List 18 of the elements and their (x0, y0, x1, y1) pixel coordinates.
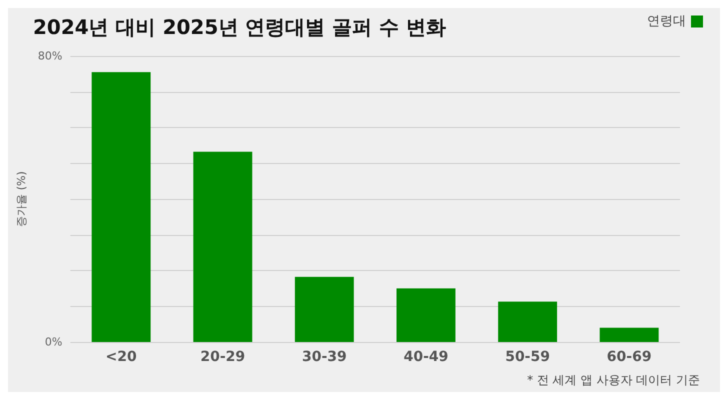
bar (498, 302, 558, 342)
x-tick-label: 30-39 (302, 349, 347, 365)
bar (396, 288, 456, 342)
x-tick-label: 50-59 (505, 349, 550, 365)
bar (294, 276, 354, 342)
text: * 전 세계 앱 사용자 데이터 기준 (527, 373, 700, 387)
x-tick-label: 60-69 (606, 349, 652, 365)
x-tick-label: <20 (106, 349, 138, 365)
chart-title: 2024년 대비 2025년 연령대별 골퍼 수 변화 (33, 15, 446, 39)
bar (92, 72, 151, 342)
legend-label: 연령대 (647, 14, 686, 29)
x-tick-label: 20-29 (200, 349, 246, 365)
bar (193, 152, 252, 342)
y-tick-label: 0% (44, 336, 62, 348)
y-axis-title: 증가율 (%) (15, 171, 28, 227)
bar (600, 328, 659, 342)
y-tick-label: 80% (38, 50, 62, 62)
x-tick-label: 40-49 (404, 349, 448, 365)
